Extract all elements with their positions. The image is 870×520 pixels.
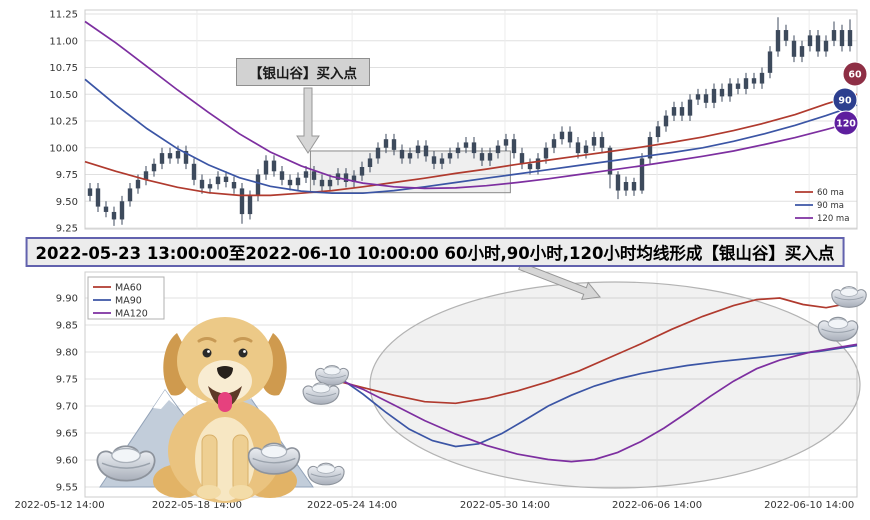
silver-ingot-icon (831, 286, 867, 308)
dog-tongue (218, 392, 232, 412)
top-ytick: 11.00 (49, 36, 78, 47)
down-arrow-icon (296, 87, 320, 154)
x-tick-label: 2022-05-30 14:00 (460, 500, 550, 511)
silver-ingot-icon (817, 316, 859, 342)
eye-glint (243, 350, 246, 353)
legend-label: MA60 (115, 282, 142, 293)
x-tick-label: 2022-05-12 14:00 (14, 500, 104, 511)
dog-eye (202, 348, 212, 358)
bottom-line-panel (339, 297, 858, 463)
legend-label: 90 ma (817, 201, 844, 211)
bottom-ytick: 9.70 (56, 402, 78, 413)
bottom-ytick: 9.75 (56, 375, 78, 386)
bottom-ytick: 9.60 (56, 456, 78, 467)
bottom-ytick: 9.80 (56, 348, 78, 359)
legend-label: MA90 (115, 295, 142, 306)
dog-nose (217, 366, 233, 379)
highlight-ellipse (369, 281, 861, 489)
legend-label: 120 ma (817, 214, 849, 224)
snow-cap (153, 390, 177, 409)
svg-text:90: 90 (838, 95, 852, 106)
top-ytick: 9.50 (56, 197, 78, 208)
x-tick-label: 2022-05-24 14:00 (307, 500, 397, 511)
dog-paw (229, 485, 253, 499)
svg-text:60: 60 (848, 69, 862, 80)
x-tick-label: 2022-06-10 14:00 (764, 500, 854, 511)
eye-glint (207, 350, 210, 353)
dog-paw (197, 485, 221, 499)
x-tick-label: 2022-05-18 14:00 (152, 500, 242, 511)
top-ytick: 9.25 (56, 224, 78, 235)
top-ytick: 10.75 (49, 63, 78, 74)
silver-ingot-icon (96, 445, 156, 482)
ma-badge (842, 61, 868, 87)
top-ytick: 10.00 (49, 143, 78, 154)
ma-badge (833, 110, 859, 136)
signal-banner: 2022-05-23 13:00:00至2022-06-10 10:00:00 … (25, 237, 845, 267)
dog-brow (197, 337, 217, 343)
top-line-120-ma (84, 20, 858, 190)
dog-leg (232, 434, 249, 493)
top-candlestick-panel (84, 17, 858, 226)
top-ytick: 10.25 (49, 117, 78, 128)
bottom-ytick: 9.65 (56, 429, 78, 440)
bottom-ytick: 9.90 (56, 294, 78, 305)
top-line-90-ma (84, 78, 858, 195)
buy-point-annotation: 【银山谷】买入点 (236, 58, 370, 86)
legend-label: 60 ma (817, 188, 844, 198)
top-ytick: 10.50 (49, 90, 78, 101)
ma-period-badges: 60 90 120 (832, 61, 868, 136)
silver-ingot-icon (302, 382, 340, 405)
legend-label: MA120 (115, 308, 148, 319)
dog-leg (201, 434, 218, 493)
dog-brow (233, 337, 253, 343)
bottom-legend: MA60 MA90 MA120 (87, 276, 165, 320)
top-ytick: 9.75 (56, 170, 78, 181)
x-tick-label: 2022-06-06 14:00 (612, 500, 702, 511)
silver-ingot-icon (307, 462, 345, 486)
top-line-60-ma (84, 93, 858, 197)
bottom-line-MA60 (339, 297, 858, 405)
bottom-line-MA90 (339, 344, 858, 448)
top-ytick: 11.25 (49, 10, 78, 21)
dog-mascot (96, 317, 314, 503)
bottom-ytick: 9.85 (56, 321, 78, 332)
bottom-line-MA120 (339, 343, 858, 463)
svg-text:120: 120 (836, 118, 856, 129)
top-legend: 60 ma 90 ma 120 ma (795, 188, 849, 224)
bottom-ytick: 9.55 (56, 483, 78, 494)
dog-eye (238, 348, 248, 358)
silver-ingot-icon (247, 442, 301, 475)
